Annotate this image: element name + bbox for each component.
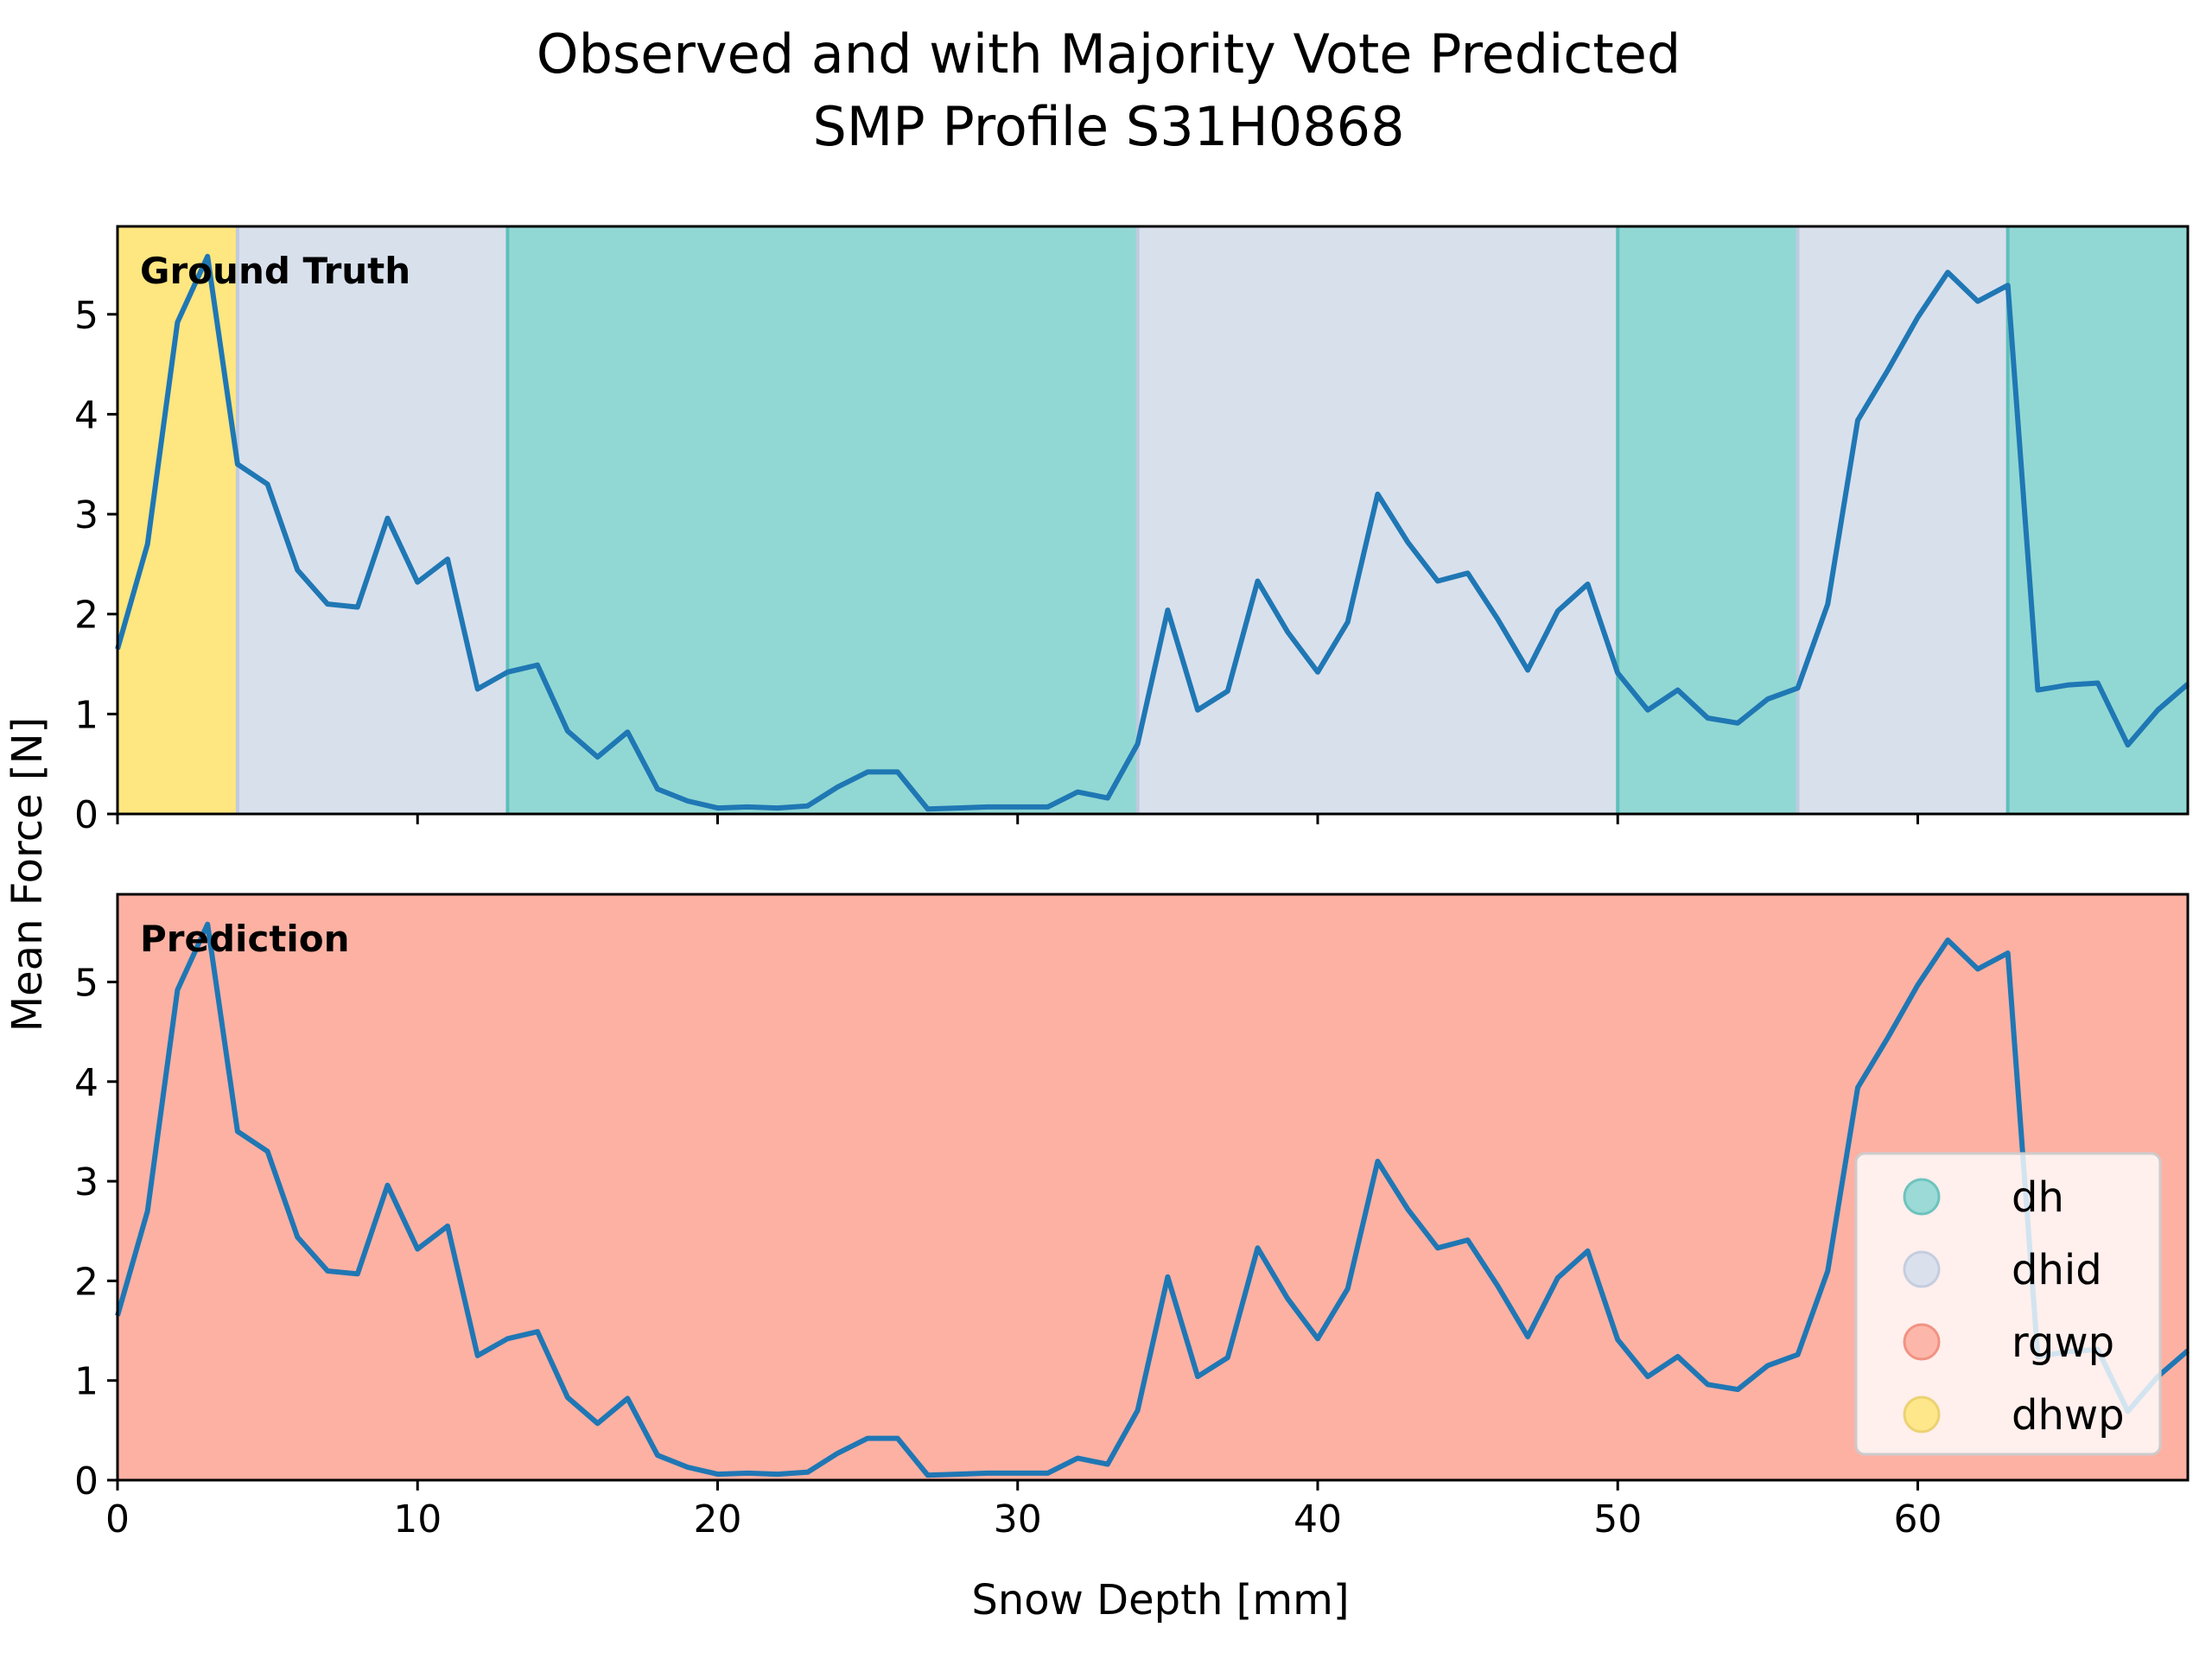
y-tick-label: 4 bbox=[74, 393, 99, 437]
prediction-label: Prediction bbox=[140, 918, 350, 960]
legend-marker-dhid bbox=[1903, 1250, 1941, 1288]
mean-force-line bbox=[115, 253, 2190, 812]
y-tick-label: 4 bbox=[74, 1061, 99, 1105]
x-tick-label: 50 bbox=[1593, 1497, 1642, 1541]
y-tick-label: 5 bbox=[74, 294, 99, 338]
y-tick-label: 0 bbox=[74, 1459, 99, 1503]
y-tick-label: 1 bbox=[74, 1360, 99, 1404]
y-tick-label: 0 bbox=[74, 793, 99, 837]
legend-label-dh: dh bbox=[2012, 1173, 2064, 1222]
mean-force-line bbox=[115, 921, 2190, 1478]
x-tick-label: 10 bbox=[393, 1497, 442, 1541]
y-tick-label: 3 bbox=[74, 1160, 99, 1205]
legend: dh dhid rgwp dhwp bbox=[1854, 1152, 2162, 1456]
x-tick-label: 30 bbox=[994, 1497, 1042, 1541]
legend-label-rgwp: rgwp bbox=[2012, 1319, 2114, 1367]
segment-dhwp bbox=[118, 226, 238, 814]
y-tick-label: 3 bbox=[74, 493, 99, 537]
axes-frame bbox=[116, 225, 2190, 816]
x-tick-label: 0 bbox=[105, 1497, 130, 1541]
y-axis-label: Mean Force [N] bbox=[3, 717, 52, 1033]
ground-truth-label: Ground Truth bbox=[140, 250, 410, 292]
segment-dh bbox=[507, 226, 1138, 814]
x-axis-label: Snow Depth [mm] bbox=[971, 1576, 1349, 1624]
axes-frame bbox=[116, 893, 2190, 1482]
legend-marker-dhwp bbox=[1903, 1395, 1941, 1433]
y-tick-label: 2 bbox=[74, 594, 99, 638]
legend-marker-rgwp bbox=[1903, 1323, 1941, 1361]
y-tick-label: 5 bbox=[74, 961, 99, 1005]
segment-dhid bbox=[1137, 226, 1618, 814]
legend-marker-dh bbox=[1903, 1178, 1941, 1216]
x-tick-label: 20 bbox=[693, 1497, 741, 1541]
x-tick-label: 40 bbox=[1294, 1497, 1342, 1541]
x-tick-label: 60 bbox=[1893, 1497, 1942, 1541]
ground-truth-panel: 0 1 2 3 4 5 Ground Truth bbox=[74, 225, 2190, 837]
y-tick-label: 2 bbox=[74, 1260, 99, 1304]
legend-box bbox=[1854, 1152, 2162, 1456]
segment-dh bbox=[2007, 226, 2188, 814]
segment-dhid bbox=[1797, 226, 2008, 814]
legend-label-dhid: dhid bbox=[2012, 1246, 2102, 1294]
legend-label-dhwp: dhwp bbox=[2012, 1391, 2125, 1440]
segment-dh bbox=[1618, 226, 1798, 814]
y-tick-label: 1 bbox=[74, 693, 99, 737]
chart-title-line-2: SMP Profile S31H0868 bbox=[812, 95, 1404, 158]
chart-title-line-1: Observed and with Majority Vote Predicte… bbox=[537, 22, 1681, 86]
